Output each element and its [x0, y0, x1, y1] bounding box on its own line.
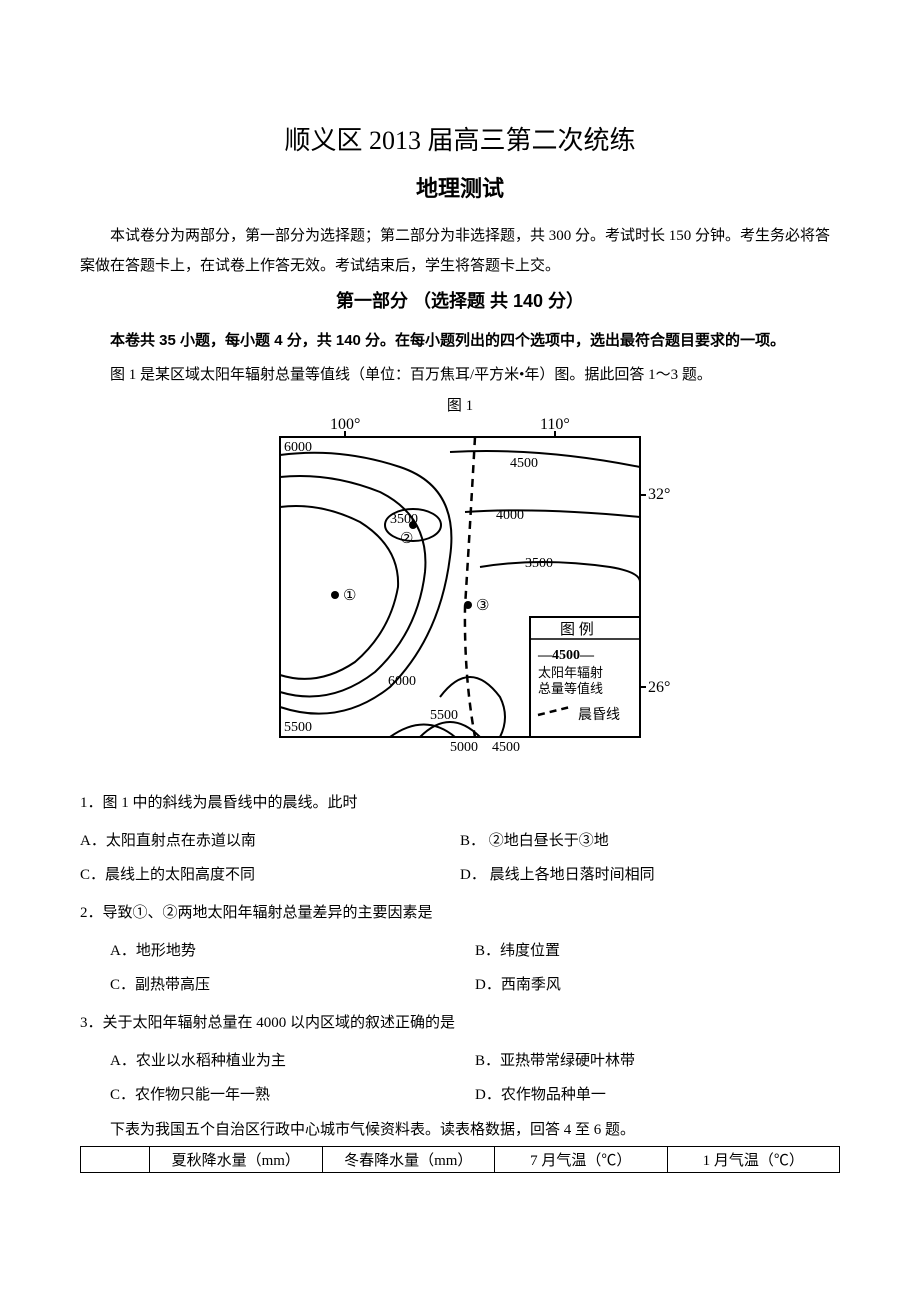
- pt1: ①: [343, 588, 356, 604]
- q1-opt-a: A．太阳直射点在赤道以南: [80, 826, 460, 856]
- section1-desc: 本卷共 35 小题，每小题 4 分，共 140 分。在每小题列出的四个选项中，选…: [80, 327, 840, 356]
- q1-opts-row2: C．晨线上的太阳高度不同 D． 晨线上各地日落时间相同: [80, 860, 840, 890]
- legend-terminator: 晨昏线: [578, 707, 620, 723]
- legend-contour-name-2: 总量等值线: [538, 681, 603, 696]
- exam-page: 顺义区 2013 届高三第二次统练 地理测试 本试卷分为两部分，第一部分为选择题…: [0, 0, 920, 1233]
- cl-4500b: 4500: [492, 740, 520, 755]
- q3-opts-row1: A．农业以水稻种植业为主 B．亚热带常绿硬叶林带: [80, 1046, 840, 1076]
- th-july-temp: 7 月气温（℃）: [495, 1147, 668, 1173]
- q1-stem: 1．图 1 中的斜线为晨昏线中的晨线。此时: [80, 788, 840, 818]
- lon-110: 110°: [540, 416, 570, 433]
- q3-opt-d: D．农作物品种单一: [475, 1080, 840, 1110]
- q3-stem: 3．关于太阳年辐射总量在 4000 以内区域的叙述正确的是: [80, 1008, 840, 1038]
- q2-opt-c: C．副热带高压: [110, 970, 475, 1000]
- q1-opt-c: C．晨线上的太阳高度不同: [80, 860, 460, 890]
- cl-6000b: 6000: [388, 674, 416, 689]
- q3-opt-c: C．农作物只能一年一熟: [110, 1080, 475, 1110]
- q2-opt-b: B．纬度位置: [475, 936, 840, 966]
- figure1: 100° 110° 32° 26°: [80, 407, 840, 772]
- cl-5000: 5000: [450, 740, 478, 755]
- th-jan-temp: 1 月气温（℃）: [667, 1147, 840, 1173]
- q2-opt-a: A．地形地势: [110, 936, 475, 966]
- pt2: ②: [400, 531, 413, 547]
- question-group1-intro: 图 1 是某区域太阳年辐射总量等值线（单位：百万焦耳/平方米•年）图。据此回答 …: [80, 360, 840, 390]
- table-intro: 下表为我国五个自治区行政中心城市气候资料表。读表格数据，回答 4 至 6 题。: [80, 1116, 840, 1145]
- cl-5500b: 5500: [430, 708, 458, 723]
- th-winter-spring-precip: 冬春降水量（mm）: [322, 1147, 495, 1173]
- pt3: ③: [476, 598, 489, 614]
- exam-intro: 本试卷分为两部分，第一部分为选择题；第二部分为非选择题，共 300 分。考试时长…: [80, 221, 840, 281]
- cl-4000: 4000: [496, 508, 524, 523]
- q2-opts-row2: C．副热带高压 D．西南季风: [80, 970, 840, 1000]
- lon-100: 100°: [330, 416, 360, 433]
- q3-opt-a: A．农业以水稻种植业为主: [110, 1046, 475, 1076]
- cl-6000a: 6000: [284, 440, 312, 455]
- lat-26: 26°: [648, 679, 670, 696]
- exam-subtitle: 地理测试: [80, 171, 840, 203]
- legend-contour-name-1: 太阳年辐射: [538, 665, 603, 680]
- q2-stem: 2．导致①、②两地太阳年辐射总量差异的主要因素是: [80, 898, 840, 928]
- exam-title: 顺义区 2013 届高三第二次统练: [80, 120, 840, 157]
- legend-title: 图 例: [560, 621, 594, 638]
- table-header-row: 夏秋降水量（mm） 冬春降水量（mm） 7 月气温（℃） 1 月气温（℃）: [81, 1147, 840, 1173]
- legend-contour-label: —4500—: [537, 648, 595, 663]
- section1-header: 第一部分 （选择题 共 140 分）: [80, 287, 840, 313]
- q2-opt-d: D．西南季风: [475, 970, 840, 1000]
- lat-32: 32°: [648, 486, 670, 503]
- q1-opt-d: D． 晨线上各地日落时间相同: [460, 860, 840, 890]
- cl-4500a: 4500: [510, 456, 538, 471]
- figure1-svg: 100° 110° 32° 26°: [240, 407, 680, 767]
- q1-opts-row1: A．太阳直射点在赤道以南 B． ②地白昼长于③地: [80, 826, 840, 856]
- th-blank: [81, 1147, 150, 1173]
- q2-opts-row1: A．地形地势 B．纬度位置: [80, 936, 840, 966]
- q3-opts-row2: C．农作物只能一年一熟 D．农作物品种单一: [80, 1080, 840, 1110]
- q3-opt-b: B．亚热带常绿硬叶林带: [475, 1046, 840, 1076]
- q1-opt-b: B． ②地白昼长于③地: [460, 826, 840, 856]
- cl-3500b: 3500: [525, 556, 553, 571]
- climate-table: 夏秋降水量（mm） 冬春降水量（mm） 7 月气温（℃） 1 月气温（℃）: [80, 1146, 840, 1173]
- th-summer-autumn-precip: 夏秋降水量（mm）: [150, 1147, 323, 1173]
- cl-5500a: 5500: [284, 720, 312, 735]
